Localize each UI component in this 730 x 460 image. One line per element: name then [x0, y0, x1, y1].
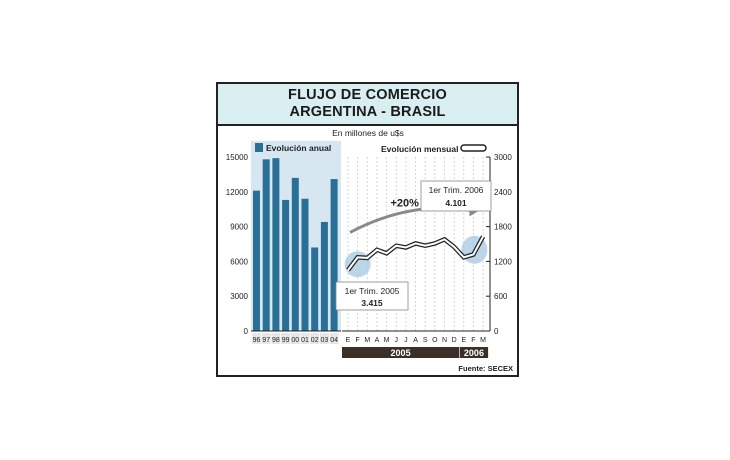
monthly-point	[472, 253, 475, 256]
monthly-x-tick-label: N	[442, 337, 447, 344]
monthly-point	[414, 242, 417, 245]
monthly-point	[434, 242, 436, 245]
left-y-tick-label: 3000	[230, 292, 248, 301]
monthly-x-tick-label: M	[480, 337, 486, 344]
end-callout-value: 4.101	[445, 198, 467, 208]
annual-bar	[282, 199, 290, 331]
annual-x-tick-label: 97	[262, 337, 270, 344]
left-y-tick-label: 0	[244, 327, 249, 336]
monthly-point	[453, 246, 455, 248]
monthly-point	[376, 249, 378, 251]
monthly-point	[463, 256, 465, 258]
right-y-tick-label: 1800	[494, 223, 512, 232]
start-callout-value: 3.415	[361, 298, 383, 308]
left-y-tick-label: 9000	[230, 223, 248, 232]
annual-x-tick-label: 03	[321, 337, 329, 344]
monthly-x-tick-label: D	[452, 337, 457, 344]
start-callout-label: 1er Trim. 2005	[345, 286, 400, 296]
start-callout: 1er Trim. 2005 3.415	[335, 281, 409, 311]
monthly-point	[424, 245, 426, 247]
year-label-2005: 2005	[391, 348, 411, 358]
monthly-x-tick-label: F	[356, 337, 360, 344]
annual-x-tick-label: 96	[253, 337, 261, 344]
annual-x-tick-label: 00	[291, 337, 299, 344]
monthly-x-tick-label: S	[423, 337, 428, 344]
monthly-x-tick-label: E	[346, 337, 351, 344]
change-annotation: +20%	[390, 197, 419, 209]
monthly-x-tick-label: E	[461, 337, 466, 344]
annual-legend-label: Evolución anual	[266, 143, 331, 153]
right-y-tick-label: 3000	[494, 153, 512, 162]
monthly-point	[357, 256, 359, 258]
end-callout-box	[420, 180, 492, 212]
year-label-bg	[281, 333, 291, 344]
monthly-point	[482, 235, 484, 238]
monthly-x-tick-label: M	[384, 337, 390, 344]
annual-x-tick-label: 01	[301, 337, 309, 344]
year-label-bg	[310, 333, 320, 344]
year-label-bg	[271, 333, 281, 344]
source-label: Fuente: SECEX	[458, 364, 513, 373]
monthly-x-tick-label: F	[471, 337, 475, 344]
year-label-bg	[329, 333, 339, 344]
chart-subtitle: En millones de u$s	[332, 128, 404, 138]
annual-x-tick-label: 98	[272, 337, 280, 344]
monthly-point	[405, 246, 407, 249]
trend-arrow-shaft	[349, 206, 472, 234]
monthly-x-tick-label: A	[375, 337, 380, 344]
start-callout-box	[335, 281, 409, 311]
chart-canvas: En millones de u$s Evolución anual Evolu…	[226, 128, 513, 373]
monthly-point	[395, 245, 397, 247]
annual-legend-swatch	[255, 143, 263, 152]
monthly-legend-swatch	[460, 144, 487, 152]
left-y-tick-label: 6000	[230, 257, 248, 266]
monthly-point	[386, 252, 388, 254]
monthly-point	[347, 269, 349, 271]
left-y-tick-label: 12000	[226, 188, 249, 197]
annual-bar	[301, 198, 309, 331]
annual-bar	[253, 190, 260, 331]
right-y-tick-label: 2400	[494, 188, 512, 197]
year-label-bg	[252, 333, 261, 344]
annual-x-tick-label: 04	[330, 337, 338, 344]
right-y-tick-label: 1200	[494, 257, 512, 266]
annual-x-tick-label: 99	[282, 337, 290, 344]
right-y-tick-label: 0	[494, 327, 499, 336]
annual-bar	[291, 177, 299, 331]
year-label-bg	[290, 333, 300, 344]
monthly-x-tick-label: A	[413, 337, 418, 344]
year-band-2006	[459, 347, 489, 358]
year-band-2005	[342, 347, 460, 358]
annual-bar	[311, 247, 319, 331]
end-callout-label: 1er Trim. 2006	[429, 185, 484, 195]
chart-title-line2: ARGENTINA - BRASIL	[289, 104, 446, 120]
monthly-x-tick-label: J	[395, 337, 399, 344]
year-label-2006: 2006	[464, 348, 484, 358]
monthly-x-tick-label: J	[404, 337, 408, 344]
monthly-point	[366, 257, 368, 259]
chart-frame: FLUJO DE COMERCIO ARGENTINA - BRASIL En …	[216, 82, 519, 377]
end-callout: 1er Trim. 2006 4.101	[420, 180, 492, 212]
monthly-legend-label: Evolución mensual	[381, 144, 458, 154]
annual-bar	[320, 221, 328, 331]
title-band: FLUJO DE COMERCIO ARGENTINA - BRASIL	[218, 84, 517, 126]
right-y-tick-label: 600	[494, 292, 508, 301]
annual-bar	[262, 159, 270, 331]
year-label-bg	[319, 333, 329, 344]
annual-x-tick-label: 02	[311, 337, 319, 344]
year-label-bg	[261, 333, 271, 344]
monthly-point	[443, 238, 446, 240]
year-label-bg	[300, 333, 310, 344]
left-y-tick-label: 15000	[226, 153, 249, 162]
annual-bar	[272, 158, 280, 331]
monthly-x-tick-label: O	[432, 337, 438, 344]
monthly-x-tick-label: M	[364, 337, 370, 344]
annual-bar	[330, 179, 338, 331]
chart-title-line1: FLUJO DE COMERCIO	[288, 87, 447, 103]
